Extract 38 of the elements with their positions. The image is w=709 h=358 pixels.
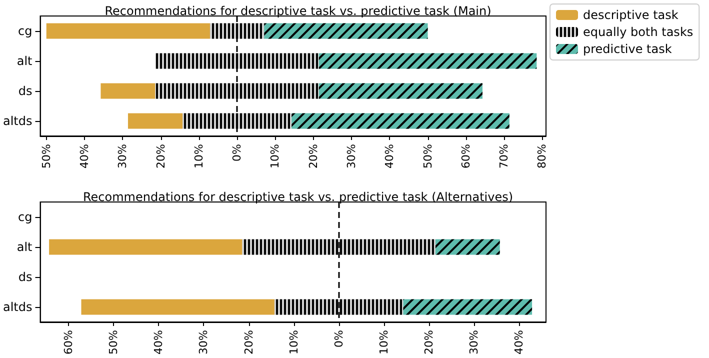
x-tick-label: 50%	[107, 330, 120, 354]
chart-title: Recommendations for descriptive task vs. predictive task (Main)	[104, 4, 492, 18]
x-tick-label: 30%	[116, 144, 130, 168]
x-tick-label: 50%	[40, 144, 53, 168]
y-tick-label: alt	[16, 54, 33, 68]
y-tick-label: ds	[18, 270, 32, 284]
y-tick-label: ds	[18, 84, 32, 98]
x-tick-label: 10%	[192, 144, 206, 168]
x-tick-label: 60%	[62, 330, 76, 354]
x-tick-label: 20%	[422, 330, 436, 354]
x-tick-label: 50%	[421, 144, 434, 168]
x-tick-label: 60%	[459, 144, 472, 168]
legend-label: predictive task	[583, 42, 672, 56]
y-tick-label: cg	[18, 210, 32, 224]
x-tick-label: 20%	[242, 330, 256, 354]
x-tick-label: 70%	[498, 144, 511, 168]
x-tick-label: 40%	[512, 330, 526, 354]
chart-title: Recommendations for descriptive task vs. predictive task (Alternatives)	[82, 190, 514, 204]
legend-label: descriptive task	[583, 8, 678, 22]
x-tick-label: 40%	[383, 144, 396, 168]
x-tick-label: 80%	[536, 144, 549, 168]
x-tick-label: 40%	[152, 330, 166, 354]
x-tick-label: 10%	[287, 330, 300, 354]
x-tick-label: 30%	[344, 144, 358, 168]
y-tick-label: altds	[2, 114, 32, 128]
legend-label: equally both tasks	[583, 25, 694, 39]
x-tick-label: 0%	[230, 144, 244, 162]
x-tick-label: 30%	[467, 330, 480, 354]
x-tick-label: 30%	[197, 330, 210, 354]
y-tick-label: altds	[2, 300, 32, 314]
x-tick-label: 10%	[377, 330, 390, 354]
y-tick-label: cg	[18, 24, 32, 38]
x-tick-label: 20%	[154, 144, 168, 168]
x-tick-label: 40%	[78, 144, 92, 168]
x-tick-label: 20%	[306, 144, 320, 168]
y-tick-label: alt	[16, 240, 33, 254]
x-tick-label: 0%	[332, 330, 346, 348]
x-tick-label: 10%	[268, 144, 282, 168]
